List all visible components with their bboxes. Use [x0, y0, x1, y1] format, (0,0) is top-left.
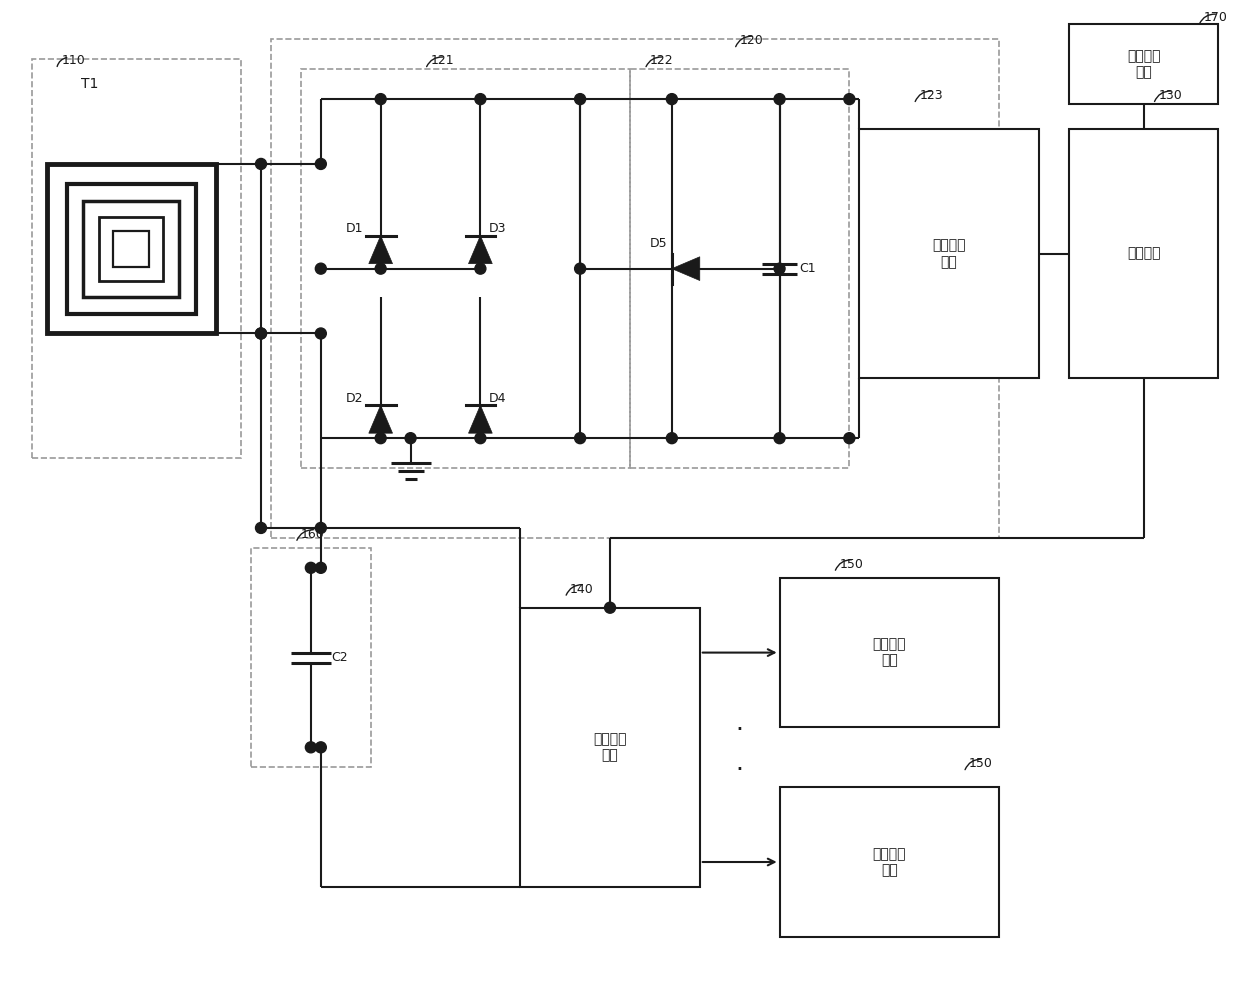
Circle shape — [666, 94, 677, 105]
Text: D5: D5 — [650, 237, 667, 250]
Bar — [83, 201, 180, 296]
Polygon shape — [368, 236, 393, 264]
Bar — [47, 164, 216, 334]
Text: C2: C2 — [331, 651, 347, 664]
Circle shape — [255, 522, 267, 533]
Bar — [301, 70, 630, 468]
Text: 170: 170 — [1203, 11, 1228, 24]
Circle shape — [574, 263, 585, 274]
Bar — [67, 183, 196, 313]
Polygon shape — [469, 405, 492, 433]
Circle shape — [376, 94, 386, 105]
Text: T1: T1 — [82, 78, 99, 91]
Circle shape — [574, 94, 585, 105]
Circle shape — [405, 432, 417, 444]
Circle shape — [255, 328, 267, 339]
Text: 控制模块: 控制模块 — [1127, 247, 1161, 261]
Text: 150: 150 — [839, 557, 863, 571]
Bar — [99, 217, 164, 280]
Circle shape — [774, 263, 785, 274]
Circle shape — [475, 263, 486, 274]
Circle shape — [475, 432, 486, 444]
Circle shape — [844, 432, 854, 444]
Text: 射频通信
模块: 射频通信 模块 — [873, 847, 906, 877]
Text: D1: D1 — [346, 222, 363, 235]
Circle shape — [605, 602, 615, 613]
Text: 人工交互
模块: 人工交互 模块 — [1127, 49, 1161, 80]
Text: 150: 150 — [968, 757, 993, 770]
Polygon shape — [469, 236, 492, 264]
Circle shape — [255, 158, 267, 169]
Bar — [32, 59, 241, 458]
Circle shape — [315, 328, 326, 339]
Bar — [1069, 24, 1219, 104]
Text: 射频通信
模块: 射频通信 模块 — [873, 637, 906, 667]
Circle shape — [844, 94, 854, 105]
Bar — [1069, 129, 1219, 378]
Circle shape — [305, 742, 316, 753]
Circle shape — [255, 328, 267, 339]
Text: 选通开关
模块: 选通开关 模块 — [593, 732, 626, 762]
Bar — [780, 787, 999, 936]
Bar — [113, 231, 149, 267]
Bar — [272, 39, 999, 538]
Text: 123: 123 — [919, 89, 942, 102]
Text: 110: 110 — [62, 54, 86, 68]
Text: 122: 122 — [650, 54, 673, 68]
Bar — [630, 70, 849, 468]
Text: D3: D3 — [489, 222, 506, 235]
Bar — [521, 608, 699, 887]
Circle shape — [475, 94, 486, 105]
Polygon shape — [368, 405, 393, 433]
Polygon shape — [672, 257, 699, 280]
Bar — [780, 578, 999, 728]
Text: 电压转换
单元: 电压转换 单元 — [932, 239, 966, 269]
Circle shape — [666, 432, 677, 444]
Circle shape — [774, 432, 785, 444]
Circle shape — [315, 742, 326, 753]
Circle shape — [376, 432, 386, 444]
Circle shape — [315, 158, 326, 169]
Bar — [859, 129, 1039, 378]
Circle shape — [315, 263, 326, 274]
Circle shape — [774, 94, 785, 105]
Text: 121: 121 — [430, 54, 454, 68]
Circle shape — [315, 522, 326, 533]
Text: D2: D2 — [346, 392, 363, 405]
Text: 140: 140 — [570, 583, 594, 596]
Text: 160: 160 — [301, 528, 325, 541]
Text: C1: C1 — [800, 262, 816, 275]
Text: 120: 120 — [740, 34, 764, 47]
Circle shape — [305, 562, 316, 574]
Circle shape — [376, 263, 386, 274]
Circle shape — [315, 562, 326, 574]
Text: D4: D4 — [489, 392, 506, 405]
Bar — [250, 548, 371, 767]
Circle shape — [574, 432, 585, 444]
Text: 130: 130 — [1158, 89, 1182, 102]
Text: ·: · — [735, 758, 744, 782]
Text: ·: · — [735, 719, 744, 742]
